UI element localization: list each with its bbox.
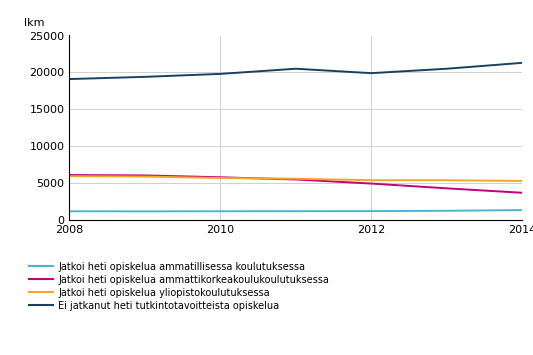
Ei jatkanut heti tutkintotavoitteista opiskelua — [217, 72, 223, 76]
Jatkoi heti opiskelua yliopistokoulutuksessa — [217, 176, 223, 180]
Jatkoi heti opiskelua ammatillisessa koulutuksessa — [519, 208, 526, 212]
Jatkoi heti opiskelua ammatillisessa koulutuksessa — [142, 209, 148, 213]
Jatkoi heti opiskelua ammattikorkeakoulukoulutuksessa — [66, 173, 72, 177]
Jatkoi heti opiskelua ammattikorkeakoulukoulutuksessa — [519, 191, 526, 195]
Line: Jatkoi heti opiskelua ammatillisessa koulutuksessa: Jatkoi heti opiskelua ammatillisessa kou… — [69, 210, 522, 211]
Jatkoi heti opiskelua ammatillisessa koulutuksessa — [443, 209, 450, 213]
Ei jatkanut heti tutkintotavoitteista opiskelua — [142, 75, 148, 79]
Ei jatkanut heti tutkintotavoitteista opiskelua — [368, 71, 375, 75]
Jatkoi heti opiskelua yliopistokoulutuksessa — [368, 178, 375, 182]
Line: Jatkoi heti opiskelua ammattikorkeakoulukoulutuksessa: Jatkoi heti opiskelua ammattikorkeakoulu… — [69, 175, 522, 193]
Jatkoi heti opiskelua ammattikorkeakoulukoulutuksessa — [293, 178, 299, 182]
Line: Ei jatkanut heti tutkintotavoitteista opiskelua: Ei jatkanut heti tutkintotavoitteista op… — [69, 63, 522, 79]
Jatkoi heti opiskelua ammatillisessa koulutuksessa — [66, 209, 72, 213]
Line: Jatkoi heti opiskelua yliopistokoulutuksessa: Jatkoi heti opiskelua yliopistokoulutuks… — [69, 176, 522, 181]
Jatkoi heti opiskelua yliopistokoulutuksessa — [293, 177, 299, 181]
Ei jatkanut heti tutkintotavoitteista opiskelua — [443, 67, 450, 71]
Jatkoi heti opiskelua ammattikorkeakoulukoulutuksessa — [368, 181, 375, 186]
Jatkoi heti opiskelua ammatillisessa koulutuksessa — [368, 209, 375, 213]
Jatkoi heti opiskelua ammatillisessa koulutuksessa — [293, 209, 299, 213]
Jatkoi heti opiskelua yliopistokoulutuksessa — [66, 174, 72, 178]
Legend: Jatkoi heti opiskelua ammatillisessa koulutuksessa, Jatkoi heti opiskelua ammatt: Jatkoi heti opiskelua ammatillisessa kou… — [29, 262, 329, 311]
Jatkoi heti opiskelua ammatillisessa koulutuksessa — [217, 209, 223, 213]
Jatkoi heti opiskelua yliopistokoulutuksessa — [519, 179, 526, 183]
Ei jatkanut heti tutkintotavoitteista opiskelua — [293, 67, 299, 71]
Jatkoi heti opiskelua yliopistokoulutuksessa — [443, 178, 450, 182]
Jatkoi heti opiskelua ammattikorkeakoulukoulutuksessa — [217, 175, 223, 179]
Ei jatkanut heti tutkintotavoitteista opiskelua — [519, 61, 526, 65]
Jatkoi heti opiskelua ammattikorkeakoulukoulutuksessa — [142, 173, 148, 178]
Jatkoi heti opiskelua ammattikorkeakoulukoulutuksessa — [443, 186, 450, 191]
Jatkoi heti opiskelua yliopistokoulutuksessa — [142, 174, 148, 179]
Ei jatkanut heti tutkintotavoitteista opiskelua — [66, 77, 72, 81]
Text: lkm: lkm — [24, 18, 44, 28]
